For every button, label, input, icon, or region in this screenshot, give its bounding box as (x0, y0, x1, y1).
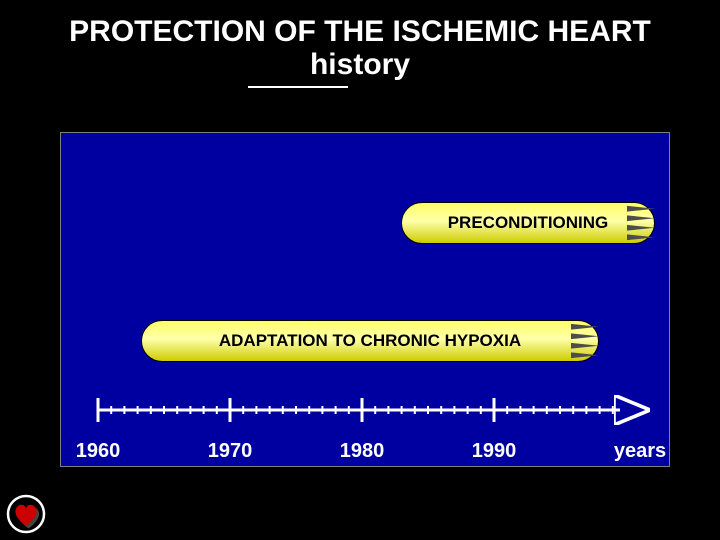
axis-label-1980: 1980 (340, 440, 385, 463)
heart-logo-icon (6, 494, 46, 534)
axis-label-1970: 1970 (208, 440, 253, 463)
axis-label-1960: 1960 (76, 440, 121, 463)
slide-title: PROTECTION OF THE ISCHEMIC HEART history (0, 15, 720, 81)
axis-unit-label: years (614, 440, 666, 463)
slide: PROTECTION OF THE ISCHEMIC HEART history… (0, 0, 720, 540)
title-line1: PROTECTION OF THE ISCHEMIC HEART (0, 15, 720, 48)
chart-panel (60, 132, 670, 467)
hypoxia-label: ADAPTATION TO CHRONIC HYPOXIA (219, 331, 521, 351)
axis-label-1990: 1990 (472, 440, 517, 463)
title-line2: history (0, 48, 720, 81)
hypoxia-bar: ADAPTATION TO CHRONIC HYPOXIA (141, 320, 599, 362)
preconditioning-label: PRECONDITIONING (448, 213, 609, 233)
title-underline (248, 86, 348, 88)
preconditioning-bar: PRECONDITIONING (401, 202, 655, 244)
